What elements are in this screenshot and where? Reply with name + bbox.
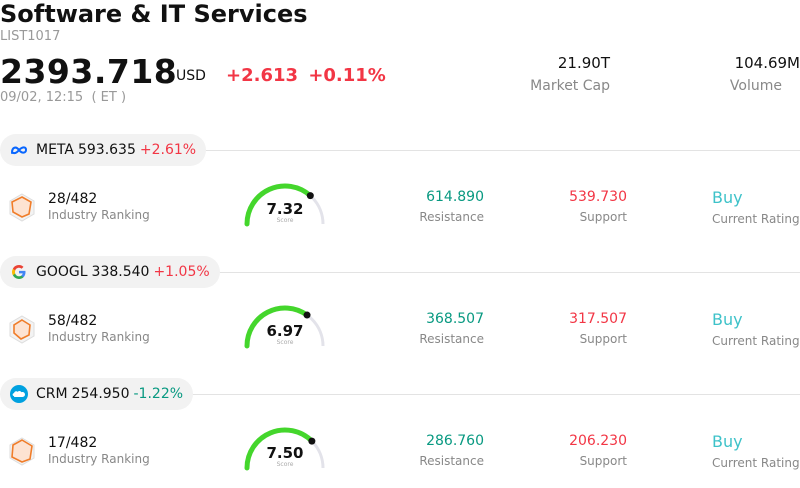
resistance-value: 368.507 — [426, 311, 484, 327]
rating-value[interactable]: Buy — [712, 188, 743, 207]
rating-label: Current Rating — [712, 456, 800, 470]
index-price: 2393.718 — [0, 52, 178, 91]
stock-pill-crm[interactable]: CRM 254.950 -1.22% — [0, 378, 194, 410]
google-logo-icon — [10, 263, 28, 281]
price-change-value: +2.613 — [226, 65, 299, 86]
industry-rank-label: Industry Ranking — [48, 452, 150, 466]
ranking-radar-icon — [9, 315, 35, 344]
support-label: Support — [579, 332, 627, 346]
score-value: 6.97 — [266, 322, 304, 340]
price-change: +2.613 +0.11% — [226, 65, 386, 86]
rating-value[interactable]: Buy — [712, 310, 743, 329]
score-gauge-marker — [303, 311, 311, 319]
stock-symbol: GOOGL — [36, 264, 88, 280]
section-divider — [0, 394, 800, 395]
timestamp: 09/02, 12:15 ( ET ) — [0, 90, 127, 105]
volume-value: 104.69M — [734, 54, 800, 72]
industry-rank-value: 28/482 — [48, 191, 98, 207]
meta-logo-icon — [10, 141, 28, 159]
stock-symbol: META — [36, 142, 74, 158]
score-gauge-marker — [306, 192, 314, 200]
ranking-radar-icon — [9, 193, 35, 222]
stock-change-percent: +1.05% — [153, 264, 210, 280]
score-value: 7.50 — [266, 444, 304, 462]
industry-rank-label: Industry Ranking — [48, 208, 150, 222]
stock-change-percent: +2.61% — [139, 142, 197, 158]
rating-label: Current Rating — [712, 212, 800, 226]
section-divider — [0, 272, 800, 273]
stock-change-percent: -1.22% — [133, 386, 184, 402]
stock-symbol: CRM — [36, 386, 68, 402]
score-gauge-fill — [244, 305, 310, 349]
salesforce-logo-icon — [10, 385, 28, 403]
stock-pill-meta[interactable]: META 593.635 +2.61% — [0, 134, 207, 166]
resistance-label: Resistance — [419, 332, 484, 346]
list-code: LIST1017 — [0, 29, 61, 44]
resistance-label: Resistance — [419, 210, 484, 224]
resistance-label: Resistance — [419, 454, 484, 468]
industry-rank-value: 17/482 — [48, 435, 98, 451]
score-label: Score — [276, 461, 294, 468]
support-label: Support — [579, 210, 627, 224]
score-value: 7.32 — [266, 200, 304, 218]
score-gauge — [244, 305, 325, 349]
ranking-radar-icon — [9, 437, 35, 466]
page-title: Software & IT Services — [0, 0, 308, 28]
score-gauge-fill — [244, 427, 315, 471]
rating-value[interactable]: Buy — [712, 432, 743, 451]
support-value: 539.730 — [569, 189, 627, 205]
support-value: 206.230 — [569, 433, 627, 449]
score-label: Score — [276, 339, 294, 346]
support-label: Support — [579, 454, 627, 468]
price-change-percent: +0.11% — [308, 65, 386, 86]
industry-rank-value: 58/482 — [48, 313, 98, 329]
volume-label: Volume — [729, 78, 782, 94]
industry-rank-label: Industry Ranking — [48, 330, 150, 344]
score-gauge-marker — [308, 437, 316, 445]
section-divider — [0, 150, 800, 151]
stock-price: 338.540 — [91, 264, 150, 280]
resistance-value: 286.760 — [426, 433, 484, 449]
market-cap-value: 21.90T — [557, 54, 610, 72]
rating-label: Current Rating — [712, 334, 800, 348]
stock-price: 254.950 — [71, 386, 130, 402]
currency-label: USD — [176, 68, 206, 84]
support-value: 317.507 — [569, 311, 627, 327]
score-gauge — [244, 427, 325, 471]
score-label: Score — [276, 217, 294, 224]
score-gauge-fill — [244, 183, 313, 227]
score-gauge — [244, 183, 325, 227]
resistance-value: 614.890 — [426, 189, 484, 205]
stock-price: 593.635 — [77, 142, 136, 158]
stock-pill-googl[interactable]: GOOGL 338.540 +1.05% — [0, 256, 220, 288]
market-cap-label: Market Cap — [530, 78, 610, 94]
